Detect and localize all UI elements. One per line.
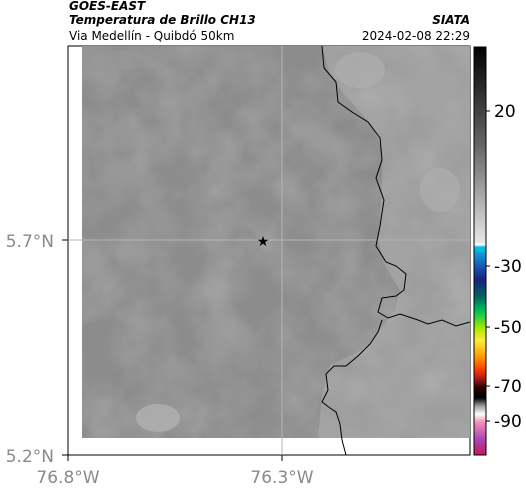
- boundary-line-north: [321, 45, 471, 327]
- organization-label: SIATA: [432, 13, 470, 27]
- lat-tick-label: 5.2°N: [6, 447, 54, 467]
- lon-tick-label: 76.3°W: [250, 468, 313, 488]
- star-icon: ★: [257, 234, 270, 250]
- colorbar-tick-label: -50: [494, 318, 522, 338]
- colorbar-tick-label: -90: [494, 412, 522, 432]
- datetime-label: 2024-02-08 22:29: [361, 29, 470, 43]
- colorbar: 20 -30 -50 -70 -90: [473, 46, 522, 456]
- satellite-title: GOES-EAST: [69, 0, 146, 13]
- boundary-line-south: [321, 319, 383, 456]
- colorbar-tick-label: -70: [494, 377, 522, 397]
- satellite-imagery: [82, 46, 470, 438]
- area-label: Via Medellín - Quibdó 50km: [69, 29, 235, 43]
- colorbar-tick-label: 20: [494, 102, 516, 122]
- product-title: Temperatura de Brillo CH13: [69, 13, 256, 27]
- lat-tick-label: 5.7°N: [6, 232, 54, 252]
- colorbar-tick-label: -30: [494, 257, 522, 277]
- lon-tick-label: 76.8°W: [36, 468, 99, 488]
